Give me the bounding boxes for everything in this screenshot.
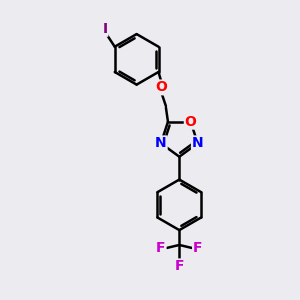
Text: O: O: [185, 115, 197, 129]
Text: F: F: [193, 241, 202, 255]
Text: F: F: [175, 260, 184, 273]
Text: N: N: [192, 136, 203, 150]
Text: I: I: [102, 22, 107, 36]
Text: F: F: [156, 241, 166, 255]
Text: N: N: [155, 136, 167, 150]
Text: O: O: [155, 80, 167, 94]
